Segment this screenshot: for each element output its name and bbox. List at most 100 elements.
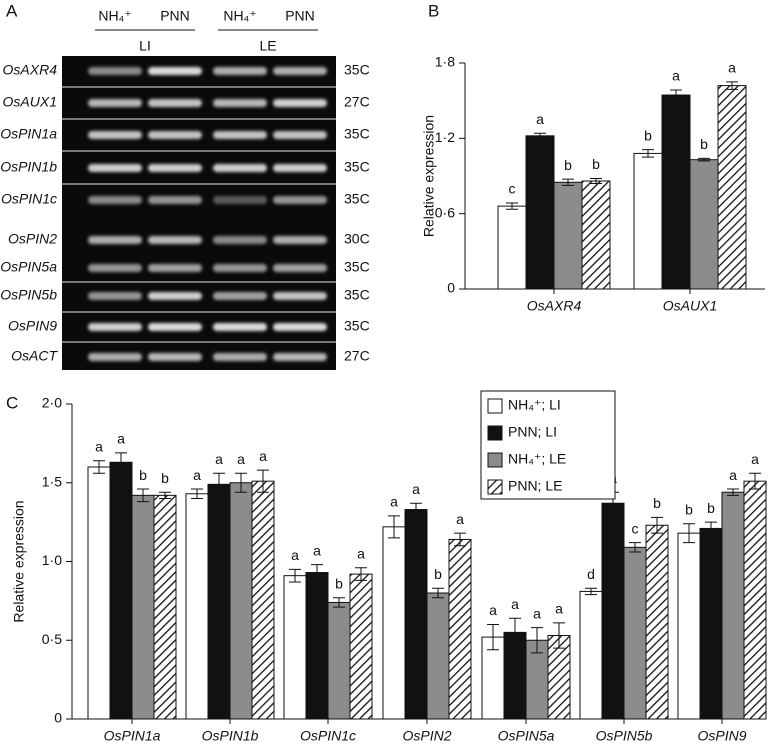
gel-band <box>88 353 142 361</box>
x-tick-label: OsPIN1a <box>104 728 161 744</box>
gel-band <box>213 236 267 244</box>
y-tick-label: 0·5 <box>42 631 62 647</box>
significance-letter: a <box>291 547 299 563</box>
bar <box>677 532 701 720</box>
gene-label: OsPIN1c <box>1 191 57 207</box>
significance-letter: a <box>456 511 464 527</box>
x-tick-label: OsPIN9 <box>697 728 746 744</box>
error-bar <box>137 488 149 503</box>
bar <box>717 85 747 290</box>
x-tick-label: OsPIN1b <box>202 728 259 744</box>
error-bar <box>213 472 225 496</box>
significance-letter: a <box>489 602 497 618</box>
significance-letter: b <box>434 566 442 582</box>
significance-letter: a <box>672 68 680 84</box>
y-tick-label: 0 <box>447 280 455 296</box>
gel-band <box>213 353 267 361</box>
gel-band <box>88 164 142 172</box>
bar <box>721 491 745 720</box>
error-bar <box>432 587 444 599</box>
legend-box <box>480 390 616 500</box>
bar <box>283 575 307 720</box>
gel-band <box>88 67 142 75</box>
error-bar <box>642 149 654 158</box>
bar <box>382 526 406 720</box>
panel-label: A <box>6 1 18 20</box>
error-bar <box>333 597 345 608</box>
lane-label: NH₄⁺ <box>98 8 131 24</box>
cycle-label: 35C <box>344 62 370 78</box>
gel-band <box>213 264 267 272</box>
bar <box>448 538 472 720</box>
bar <box>581 180 611 290</box>
error-bar <box>698 157 710 162</box>
error-bar <box>629 542 641 553</box>
x-tick-label: OsAUX1 <box>663 298 717 314</box>
gel-band <box>273 99 327 107</box>
gel-band <box>213 164 267 172</box>
panel-label: C <box>6 393 18 412</box>
error-bar <box>257 469 269 493</box>
gel-band <box>88 196 142 204</box>
significance-letter: c <box>632 520 639 536</box>
error-bar <box>553 622 565 649</box>
cycle-label: 35C <box>344 318 370 334</box>
gel-band <box>88 264 142 272</box>
error-bar <box>651 516 663 534</box>
significance-letter: b <box>700 136 708 152</box>
legend-swatch <box>487 479 503 495</box>
gene-label: OsPIN1b <box>0 159 57 175</box>
significance-letter: a <box>117 431 125 447</box>
error-bar <box>705 521 717 536</box>
gene-label: OsPIN9 <box>8 318 57 334</box>
bar <box>185 493 209 720</box>
bar <box>553 181 583 290</box>
bar <box>601 502 625 720</box>
error-bar <box>311 564 323 581</box>
significance-letter: b <box>685 501 693 517</box>
gel-band <box>88 292 142 300</box>
x-tick-label: OsPIN5b <box>596 728 653 744</box>
error-bar <box>509 617 521 648</box>
legend-swatch <box>487 425 503 441</box>
x-tick-label: OsPIN1c <box>300 728 356 744</box>
gene-label: OsAUX1 <box>3 94 57 110</box>
bar <box>229 482 253 720</box>
y-axis-label: Relative expression <box>421 115 437 237</box>
significance-letter: d <box>587 566 595 582</box>
legend-label: PNN; LE <box>508 478 562 494</box>
gel-band <box>273 196 327 204</box>
gel-band <box>148 353 202 361</box>
gel-band <box>88 99 142 107</box>
error-bar <box>93 460 105 474</box>
x-tick-label: OsAXR4 <box>527 298 582 314</box>
bar <box>327 601 351 720</box>
error-bar <box>670 89 682 101</box>
legend-swatch <box>487 452 503 468</box>
gene-label: OsPIN1a <box>0 126 57 142</box>
gel-band <box>148 196 202 204</box>
x-tick-label: OsPIN2 <box>402 728 451 744</box>
group-label: LE <box>259 38 276 54</box>
significance-letter: a <box>511 596 519 612</box>
y-tick-label: 1·5 <box>42 473 62 489</box>
bar <box>661 94 691 290</box>
error-bar <box>531 627 543 654</box>
error-bar <box>235 472 247 493</box>
error-bar <box>590 178 602 185</box>
gel-band <box>213 292 267 300</box>
gel-band <box>148 236 202 244</box>
error-bar <box>410 502 422 517</box>
significance-letter: b <box>139 467 147 483</box>
error-bar <box>534 132 546 139</box>
error-bar <box>506 202 518 210</box>
gel-image <box>62 56 336 370</box>
gel-band <box>213 196 267 204</box>
significance-letter: a <box>95 438 103 454</box>
error-bar <box>726 81 738 90</box>
gel-band <box>148 164 202 172</box>
significance-letter: a <box>193 467 201 483</box>
gel-band <box>148 323 202 331</box>
gel-band <box>148 292 202 300</box>
gel-band <box>273 236 327 244</box>
